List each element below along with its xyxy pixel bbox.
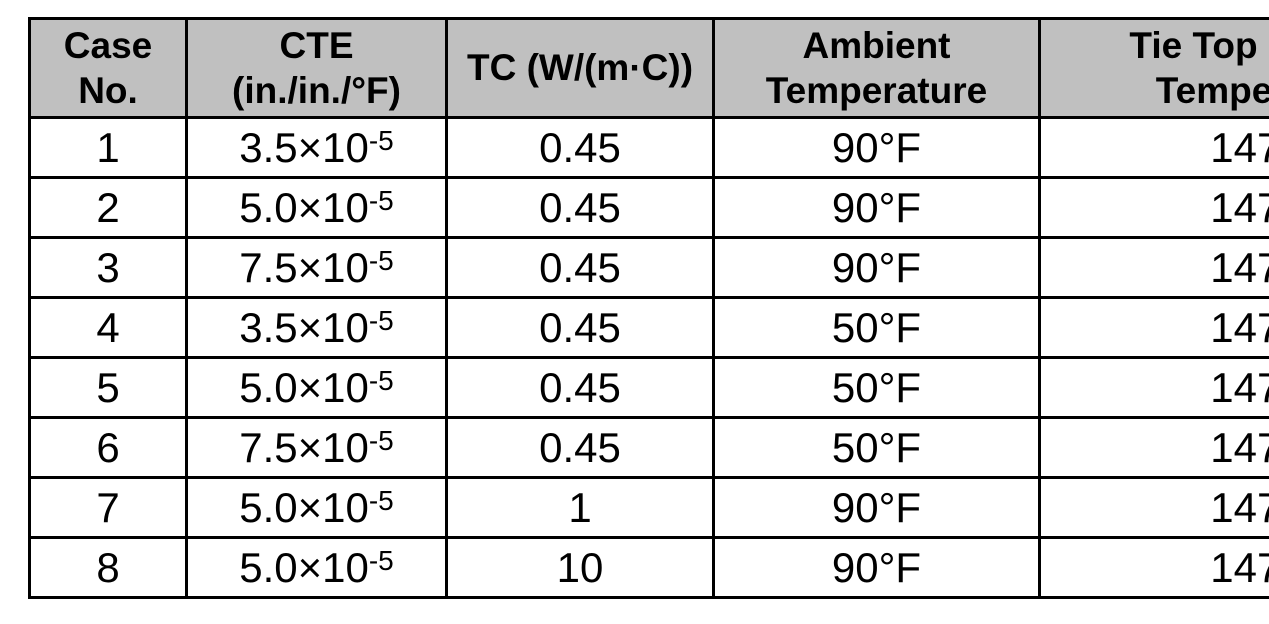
cell-tie-top-surface-temperature: 147°F [1038, 536, 1269, 599]
cell-tc: 0.45 [445, 176, 715, 239]
column-header-case-no: Case No. [28, 17, 188, 119]
cte-mantissa: 7.5×10 [239, 243, 369, 291]
cte-mantissa: 3.5×10 [239, 303, 369, 351]
cte-exponent: -5 [368, 244, 394, 276]
cell-tie-top-surface-temperature: 147°F [1038, 296, 1269, 359]
cte-mantissa: 7.5×10 [239, 423, 369, 471]
cell-tc: 0.45 [445, 296, 715, 359]
cell-cte: 7.5×10-5 [185, 416, 448, 479]
cell-case-no: 2 [28, 176, 188, 239]
cte-exponent: -5 [368, 544, 394, 576]
cte-exponent: -5 [368, 124, 394, 156]
cell-ambient-temperature: 90°F [712, 176, 1041, 239]
header-row: Case No. CTE (in./in./°F) TC (W/(m·C)) A… [28, 17, 1269, 119]
table-row: 7 5.0×10-5 1 90°F 147°F [28, 476, 1269, 539]
table-row: 3 7.5×10-5 0.45 90°F 147°F [28, 236, 1269, 299]
cte-mantissa: 3.5×10 [239, 123, 369, 171]
cell-case-no: 1 [28, 116, 188, 179]
cell-case-no: 7 [28, 476, 188, 539]
cte-mantissa: 5.0×10 [239, 483, 369, 531]
cell-tie-top-surface-temperature: 147°F [1038, 356, 1269, 419]
cell-tc: 0.45 [445, 356, 715, 419]
cell-tc: 0.45 [445, 116, 715, 179]
cell-ambient-temperature: 90°F [712, 236, 1041, 299]
table-row: 4 3.5×10-5 0.45 50°F 147°F [28, 296, 1269, 359]
cell-cte: 5.0×10-5 [185, 536, 448, 599]
table-row: 1 3.5×10-5 0.45 90°F 147°F [28, 116, 1269, 179]
cell-tie-top-surface-temperature: 147°F [1038, 176, 1269, 239]
cell-ambient-temperature: 50°F [712, 356, 1041, 419]
table-row: 2 5.0×10-5 0.45 90°F 147°F [28, 176, 1269, 239]
cell-tc: 0.45 [445, 236, 715, 299]
cte-exponent: -5 [368, 304, 394, 336]
cell-cte: 5.0×10-5 [185, 476, 448, 539]
cell-tie-top-surface-temperature: 147°F [1038, 476, 1269, 539]
cell-ambient-temperature: 90°F [712, 116, 1041, 179]
cell-tie-top-surface-temperature: 147°F [1038, 236, 1269, 299]
cell-cte: 5.0×10-5 [185, 356, 448, 419]
table-row: 5 5.0×10-5 0.45 50°F 147°F [28, 356, 1269, 419]
cell-ambient-temperature: 90°F [712, 536, 1041, 599]
cell-case-no: 8 [28, 536, 188, 599]
cell-ambient-temperature: 50°F [712, 296, 1041, 359]
cte-mantissa: 5.0×10 [239, 183, 369, 231]
column-header-cte: CTE (in./in./°F) [185, 17, 448, 119]
cases-table: Case No. CTE (in./in./°F) TC (W/(m·C)) A… [28, 17, 1269, 599]
cell-case-no: 6 [28, 416, 188, 479]
cell-ambient-temperature: 90°F [712, 476, 1041, 539]
table-row: 8 5.0×10-5 10 90°F 147°F [28, 536, 1269, 599]
cell-tc: 1 [445, 476, 715, 539]
cte-mantissa: 5.0×10 [239, 363, 369, 411]
column-header-tie-top-surface-temperature: Tie Top Surface Temperature [1038, 17, 1269, 119]
cte-exponent: -5 [368, 184, 394, 216]
cell-cte: 3.5×10-5 [185, 116, 448, 179]
cell-case-no: 4 [28, 296, 188, 359]
cell-tc: 10 [445, 536, 715, 599]
cell-tc: 0.45 [445, 416, 715, 479]
cell-cte: 7.5×10-5 [185, 236, 448, 299]
column-header-tc: TC (W/(m·C)) [445, 17, 715, 119]
cell-case-no: 3 [28, 236, 188, 299]
cell-tie-top-surface-temperature: 147°F [1038, 116, 1269, 179]
cell-case-no: 5 [28, 356, 188, 419]
cte-exponent: -5 [368, 424, 394, 456]
cell-tie-top-surface-temperature: 147°F [1038, 416, 1269, 479]
cte-mantissa: 5.0×10 [239, 543, 369, 591]
table-row: 6 7.5×10-5 0.45 50°F 147°F [28, 416, 1269, 479]
cte-exponent: -5 [368, 364, 394, 396]
cell-cte: 5.0×10-5 [185, 176, 448, 239]
cell-ambient-temperature: 50°F [712, 416, 1041, 479]
cell-cte: 3.5×10-5 [185, 296, 448, 359]
column-header-ambient-temperature: Ambient Temperature [712, 17, 1041, 119]
cte-exponent: -5 [368, 484, 394, 516]
